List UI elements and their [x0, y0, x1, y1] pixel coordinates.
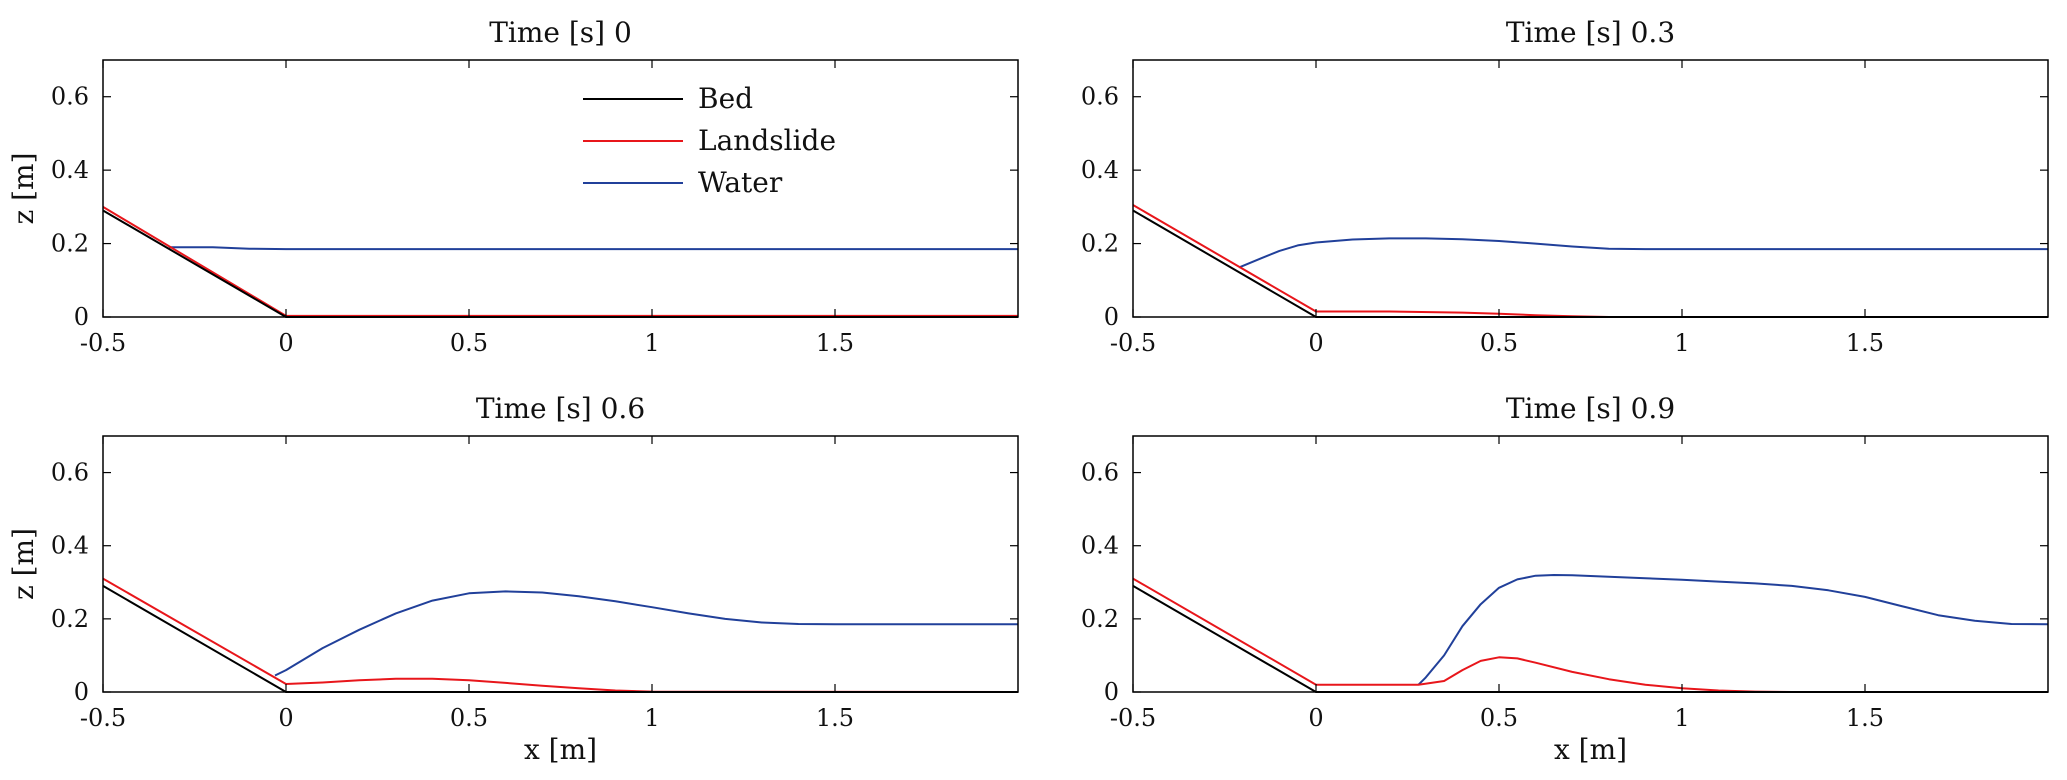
- x-tick-label: 0.5: [1480, 329, 1518, 357]
- plot-frame: [102, 435, 1019, 693]
- series-line-landslide: [1132, 204, 2048, 318]
- series-line-bed: [102, 209, 1018, 318]
- x-tick-label: -0.5: [1110, 704, 1156, 732]
- y-tick-label: 0: [1104, 303, 1119, 331]
- x-tick-label: 1: [644, 704, 659, 732]
- y-tick-label: 0.2: [1081, 605, 1119, 633]
- y-tick-label: 0: [1104, 678, 1119, 706]
- x-tick-label: 0: [1308, 329, 1323, 357]
- y-tick-label: 0.4: [51, 532, 89, 560]
- y-tick-label: 0.4: [51, 156, 89, 184]
- y-tick-label: 0.6: [1081, 83, 1119, 111]
- y-axis-label: z [m]: [7, 528, 40, 600]
- x-tick-label: -0.5: [1110, 329, 1156, 357]
- y-axis-label: z [m]: [7, 152, 40, 224]
- x-tick-label: 0.5: [450, 704, 488, 732]
- series-line-landslide: [1132, 577, 2048, 693]
- plot-frame: [1132, 435, 2049, 693]
- y-tick-label: 0.2: [51, 230, 89, 258]
- y-tick-label: 0.6: [1081, 459, 1119, 487]
- panel-title: Time [s] 0: [489, 16, 632, 49]
- x-tick-label: 1: [1674, 329, 1689, 357]
- x-tick-label: 1: [1674, 704, 1689, 732]
- series-line-bed: [102, 585, 1018, 693]
- panel-title: Time [s] 0.9: [1506, 392, 1675, 425]
- x-tick-label: -0.5: [80, 704, 126, 732]
- x-tick-label: 0.5: [450, 329, 488, 357]
- x-tick-label: 1.5: [1846, 704, 1884, 732]
- legend: Bed Landslide Water: [583, 82, 836, 199]
- y-tick-label: 0.6: [51, 459, 89, 487]
- series-line-landslide: [102, 577, 1019, 693]
- x-tick-label: 1.5: [816, 329, 854, 357]
- series-line-water: [168, 246, 1018, 251]
- x-tick-label: 0: [278, 704, 293, 732]
- x-axis-label: x [m]: [1554, 733, 1627, 766]
- panel-title: Time [s] 0.6: [476, 392, 645, 425]
- y-tick-label: 0.4: [1081, 532, 1119, 560]
- y-tick-label: 0.6: [51, 83, 89, 111]
- x-tick-label: 1: [644, 329, 659, 357]
- x-tick-label: -0.5: [80, 329, 126, 357]
- series-line-water: [1417, 574, 2049, 686]
- series-line-water: [274, 590, 1018, 677]
- x-axis-label: x [m]: [524, 733, 597, 766]
- series-line-water: [1238, 237, 2048, 269]
- x-tick-label: 0: [1308, 704, 1323, 732]
- y-tick-label: 0: [74, 303, 89, 331]
- plot-frame: [1132, 59, 2049, 318]
- y-tick-label: 0: [74, 678, 89, 706]
- x-tick-label: 1.5: [1846, 329, 1884, 357]
- legend-label-water: Water: [698, 166, 783, 199]
- series-line-bed: [1132, 209, 2048, 318]
- x-tick-label: 0: [278, 329, 293, 357]
- legend-label-bed: Bed: [698, 82, 753, 115]
- legend-label-landslide: Landslide: [698, 124, 836, 157]
- y-tick-label: 0.2: [51, 605, 89, 633]
- x-tick-label: 1.5: [816, 704, 854, 732]
- x-tick-label: 0.5: [1480, 704, 1518, 732]
- plot-frame: [102, 59, 1019, 318]
- panel-title: Time [s] 0.3: [1506, 16, 1675, 49]
- y-tick-label: 0.2: [1081, 230, 1119, 258]
- y-tick-label: 0.4: [1081, 156, 1119, 184]
- series-line-landslide: [102, 206, 1018, 317]
